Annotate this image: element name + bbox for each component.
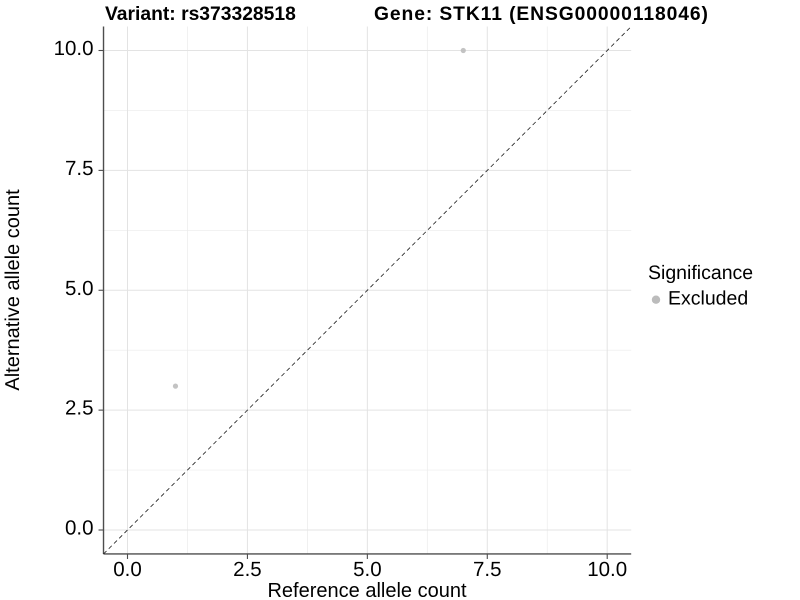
svg-text:Alternative allele count: Alternative allele count	[2, 189, 24, 391]
svg-text:7.5: 7.5	[65, 157, 94, 180]
svg-text:5.0: 5.0	[65, 277, 94, 300]
svg-text:Significance: Significance	[648, 262, 753, 284]
svg-text:Excluded: Excluded	[668, 288, 748, 310]
svg-text:10.0: 10.0	[587, 558, 627, 581]
svg-text:2.5: 2.5	[233, 558, 262, 581]
svg-text:2.5: 2.5	[65, 397, 94, 420]
svg-text:5.0: 5.0	[353, 558, 382, 581]
svg-text:0.0: 0.0	[113, 558, 142, 581]
svg-text:10.0: 10.0	[54, 37, 94, 60]
svg-text:7.5: 7.5	[473, 558, 502, 581]
svg-text:0.0: 0.0	[65, 517, 94, 540]
